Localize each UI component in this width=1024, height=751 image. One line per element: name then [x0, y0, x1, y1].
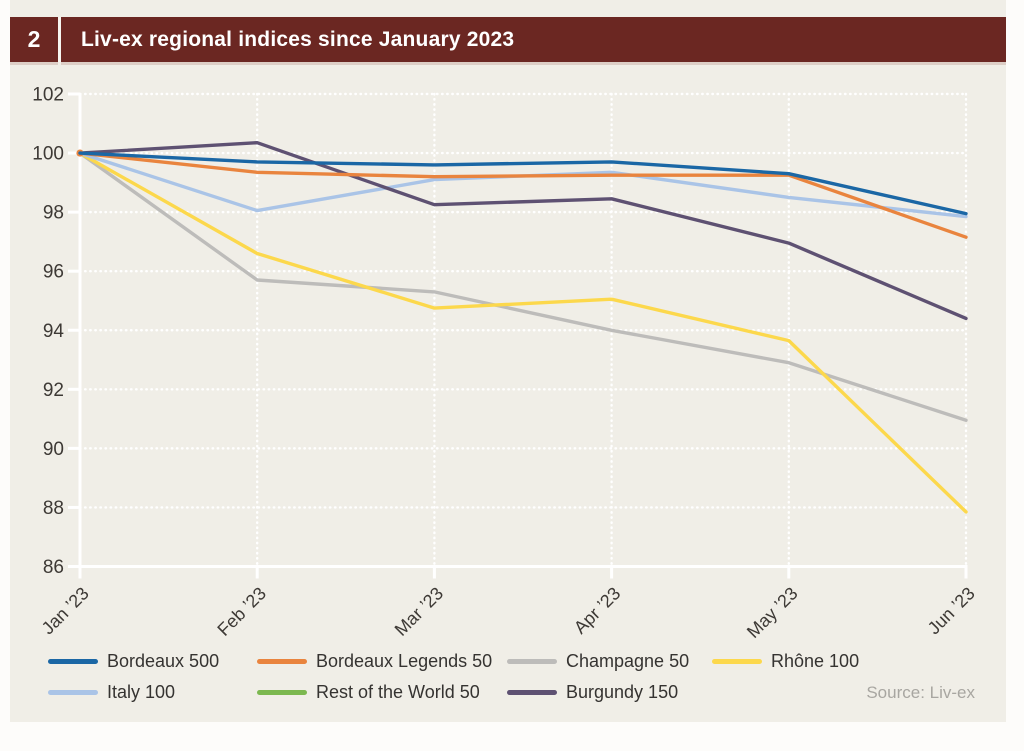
y-tick-label-96: 96: [43, 262, 64, 283]
legend-item-italy-100: Italy 100: [48, 682, 257, 703]
legend-swatch: [48, 690, 98, 695]
legend-label: Italy 100: [107, 682, 176, 702]
legend-item-bordeaux-500: Bordeaux 500: [48, 651, 257, 672]
y-tick-label-100: 100: [32, 144, 64, 165]
y-tick-label-86: 86: [43, 557, 64, 578]
legend-label: Bordeaux 500: [107, 651, 220, 671]
legend-swatch: [507, 690, 557, 695]
legend-swatch: [507, 659, 557, 664]
legend-label: Champagne 50: [566, 651, 690, 671]
legend-label: Bordeaux Legends 50: [316, 651, 493, 671]
series-line-burgundy-150: [78, 140, 968, 321]
y-tick-label-94: 94: [43, 321, 65, 342]
series-lines: [76, 140, 968, 514]
y-tick-label-92: 92: [43, 380, 64, 401]
figure-number: 2: [10, 17, 58, 62]
y-tick-labels: 86 88 90 92 94 96 98 100 102: [32, 85, 64, 579]
y-tick-label-98: 98: [43, 203, 64, 224]
legend-label: Rhône 100: [771, 651, 860, 671]
y-tick-label-90: 90: [43, 439, 64, 460]
x-tick-label-feb-23: Feb ’23: [213, 583, 270, 640]
x-tick-label-jan-23: Jan ’23: [38, 583, 93, 638]
legend-swatch: [257, 690, 307, 695]
legend-item-rest-of-the-world-50: Rest of the World 50: [257, 682, 507, 703]
legend-item-bordeaux-legends-50: Bordeaux Legends 50: [257, 651, 507, 672]
series-line-rh-ne-100: [78, 151, 968, 514]
y-tick-label-102: 102: [32, 85, 64, 106]
x-tick-label-apr-23: Apr ’23: [570, 583, 624, 637]
legend-item-rh-ne-100: Rhône 100: [712, 651, 1006, 672]
header-divider: [58, 17, 61, 62]
series-line-bordeaux-legends-50: [78, 151, 968, 239]
legend-swatch: [257, 659, 307, 664]
legend-swatch: [712, 659, 762, 664]
legend-label: Rest of the World 50: [316, 682, 480, 702]
x-tick-label-jun-23: Jun ’23: [924, 583, 979, 638]
legend-label: Burgundy 150: [566, 682, 679, 702]
series-line-bordeaux-500: [78, 151, 968, 216]
y-tick-label-88: 88: [43, 498, 64, 519]
figure-panel: [10, 0, 1006, 722]
chart-legend: Bordeaux 500 Bordeaux Legends 50 Champagne…: [10, 646, 1006, 708]
figure-header: 2 Liv-ex regional indices since January …: [10, 17, 1006, 62]
x-tick-label-mar-23: Mar ’23: [391, 583, 448, 640]
legend-item-burgundy-150: Burgundy 150: [507, 682, 712, 703]
x-tick-labels: Jan ’23 Feb ’23 Mar ’23 Apr ’23 May ’23 Jun ’…: [38, 583, 979, 642]
legend-swatch: [48, 659, 98, 664]
figure-title: Liv-ex regional indices since January 20…: [61, 17, 1006, 62]
axes: [68, 92, 968, 579]
x-tick-label-may-23: May ’23: [743, 583, 802, 642]
series-line-champagne-50: [78, 151, 968, 422]
legend-item-champagne-50: Champagne 50: [507, 651, 712, 672]
source-label: Source: Liv-ex: [866, 683, 975, 702]
